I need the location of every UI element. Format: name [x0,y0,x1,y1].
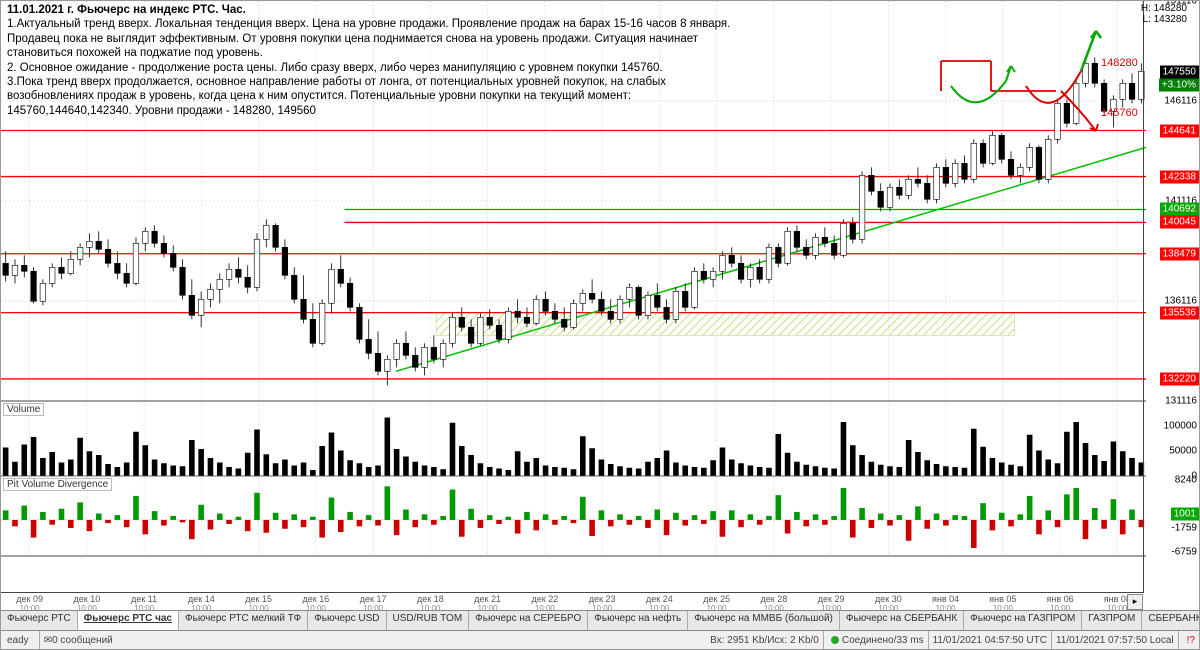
analysis-line: возобновлениях продаж в уровень, когда ц… [7,89,767,103]
tab-0[interactable]: Фьючерс РТС [1,611,78,631]
analysis-text-block: 11.01.2021 г. Фьючерс на индекс РТС. Час… [7,3,767,118]
connection-dot-icon [831,636,839,644]
tab-5[interactable]: Фьючерс на СЕРЕБРО [469,611,588,631]
tab-4[interactable]: USD/RUB TOM [387,611,470,631]
tab-6[interactable]: Фьючерс на нефть [588,611,688,631]
tab-7[interactable]: Фьючерс на ММВБ (большой) [688,611,840,631]
tab-9[interactable]: Фьючерс на ГАЗПРОМ [964,611,1082,631]
analysis-line: становиться похожей на поджатие под уров… [7,46,767,60]
volume-label: Volume [3,403,44,416]
messages-icon: ✉ [44,635,52,646]
tab-10[interactable]: ГАЗПРОМ [1082,611,1142,631]
analysis-line: Продавец пока не выглядит эффективным. О… [7,32,767,46]
instrument-tabs: Фьючерс РТСФьючерс РТС часФьючерс РТС ме… [1,610,1199,631]
analysis-line: 2. Основное ожидание - продолжение роста… [7,61,767,75]
tab-11[interactable]: СБЕРБАНК [1142,611,1199,631]
ohlc-readout: H: 148280L: 143280 [1141,3,1187,25]
svg-text:148280: 148280 [1101,57,1138,69]
analysis-line: 145760,144640,142340. Уровни продажи - 1… [7,104,767,118]
x-axis: дек 0910:00дек 1010:00дек 1110:00дек 141… [1,592,1144,611]
y-axis-scale: 1311161361161411161461161511161446411423… [1143,1,1199,593]
help-icon[interactable]: !? [1183,635,1199,646]
tab-2[interactable]: Фьючерс РТС мелкий ТФ [179,611,308,631]
svg-text:145760: 145760 [1101,107,1138,119]
tab-1[interactable]: Фьючерс РТС час [78,611,179,631]
analysis-line: 1.Актуальный тренд вверх. Локальная тенд… [7,17,767,31]
tab-3[interactable]: Фьючерс USD [308,611,386,631]
chart-title: 11.01.2021 г. Фьючерс на индекс РТС. Час… [7,3,767,17]
tab-8[interactable]: Фьючерс на СБЕРБАНК [840,611,964,631]
analysis-line: 3.Пока тренд вверх продолжается, основно… [7,75,767,89]
status-bar: eady ✉ 0 сообщений Вх: 2951 Kb/Исх: 2 Kb… [1,630,1199,649]
scroll-right-arrow[interactable]: ▸ [1127,594,1143,610]
divergence-label: Pit Volume Divergence [3,478,112,491]
